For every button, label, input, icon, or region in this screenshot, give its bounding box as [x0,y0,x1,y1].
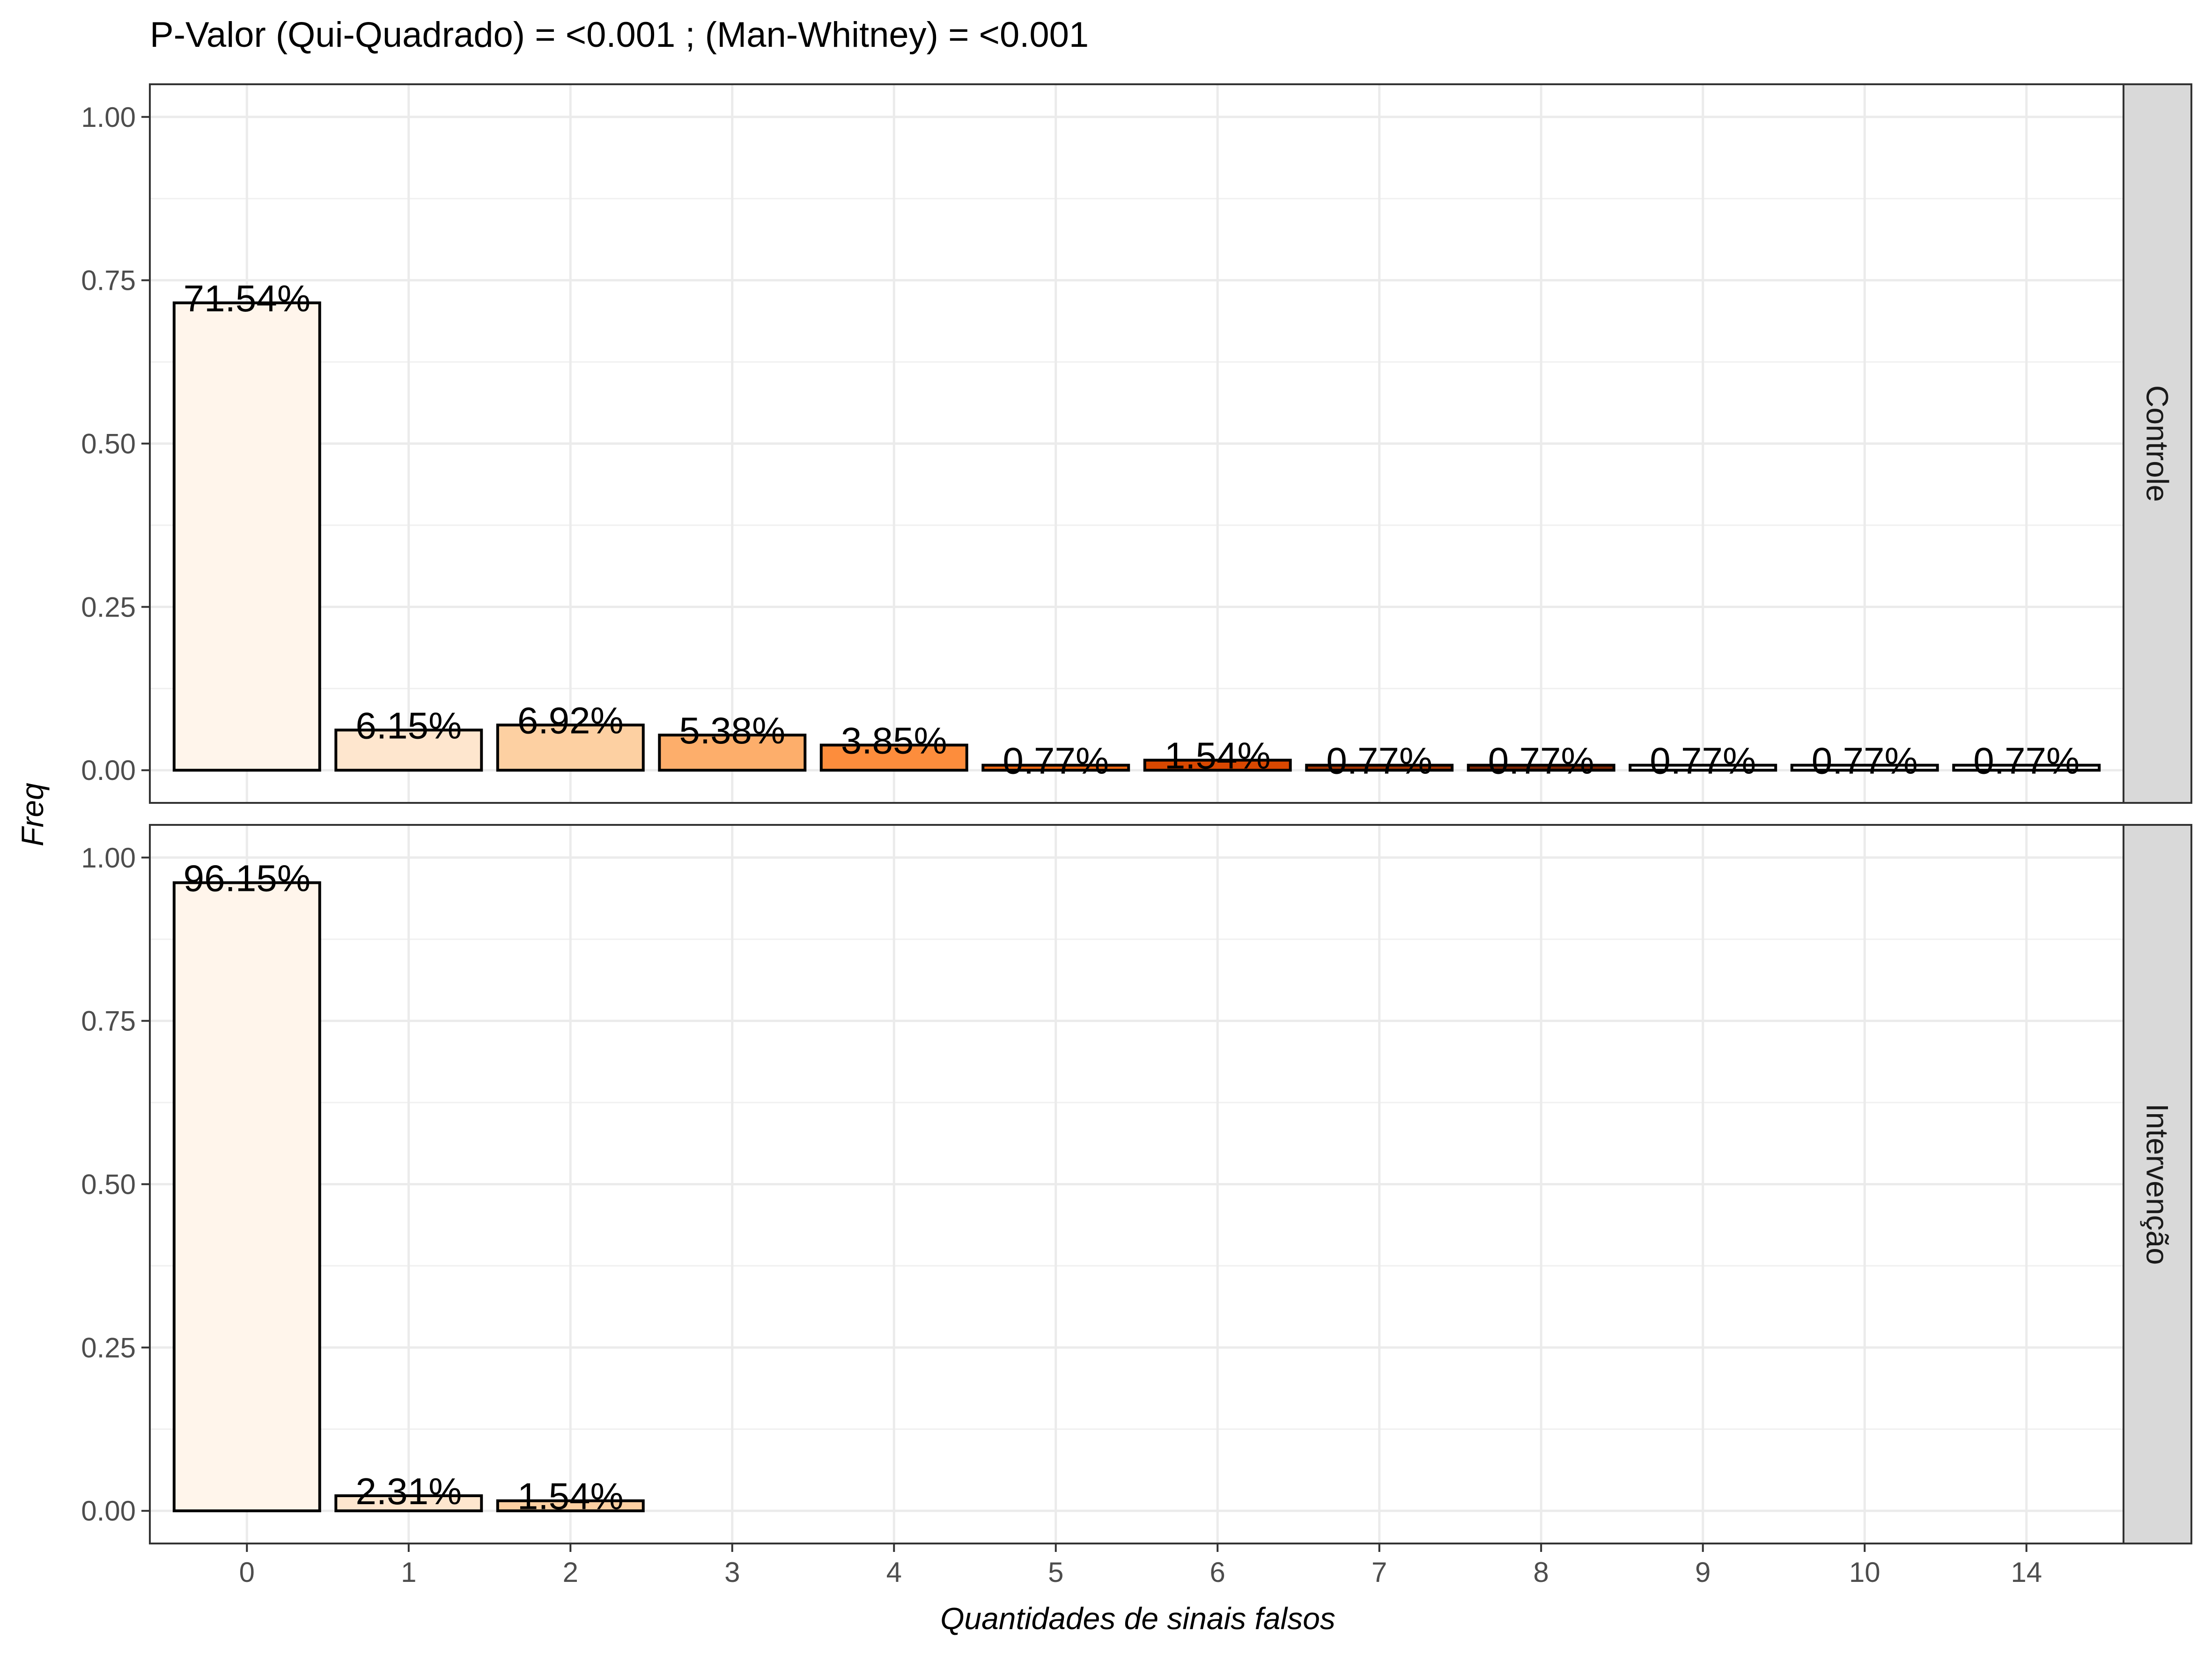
y-tick-label: 0.50 [81,428,136,460]
x-tick-label: 14 [2011,1557,2042,1588]
x-tick-label: 3 [724,1557,740,1588]
y-tick-label: 1.00 [81,102,136,133]
y-tick-label: 0.25 [81,591,136,623]
bar-controle-3 [658,734,807,772]
y-tick-label: 1.00 [81,842,136,874]
data-label: 6.92% [517,700,624,742]
y-axis-title: Freq [15,783,50,846]
bar-controle-7 [1305,764,1454,772]
facet-strip-label: Controle [2140,385,2175,502]
data-label: 1.54% [517,1476,624,1517]
data-label: 0.77% [1973,740,2079,781]
data-label: 5.38% [679,710,785,751]
data-label: 71.54% [184,278,310,319]
x-tick-label: 1 [401,1557,416,1588]
chart-title: P-Valor (Qui-Quadrado) = <0.001 ; (Man-W… [150,15,1089,55]
x-axis: 0 1 2 3 4 5 6 7 8 9 10 14 [239,1543,2042,1588]
y-tick-label: 0.75 [81,265,136,296]
data-label: 0.77% [1326,740,1432,781]
y-tick-label: 0.00 [81,1495,136,1527]
y-tick-label: 0.50 [81,1169,136,1200]
data-label: 0.77% [1488,740,1594,781]
bar-intervenção-2 [496,1499,645,1513]
data-label: 0.77% [1003,740,1109,781]
bar-intervenção-0 [172,881,321,1513]
bar-controle-0 [172,301,321,772]
data-label: 2.31% [355,1470,462,1512]
data-label: 3.85% [841,720,947,762]
x-axis-title: Quantidades de sinais falsos [940,1601,1335,1636]
data-label: 6.15% [355,705,462,746]
bar-controle-10 [1790,764,1939,772]
x-tick-label: 6 [1210,1557,1225,1588]
facet-panels: 71.54%6.15% 6.92% 5.38% 3.85% 0.77% 1.54% 0.77… [81,83,2192,1588]
data-label: 0.77% [1812,740,1918,781]
x-tick-label: 7 [1371,1557,1387,1588]
bar-intervenção-1 [334,1494,483,1513]
facet-strip [2123,83,2192,804]
bar-controle-9 [1629,764,1777,772]
y-tick-label: 0.00 [81,755,136,786]
bar-controle-4 [819,743,968,772]
x-tick-label: 2 [563,1557,578,1588]
facet-panel: 71.54% 6.15% 6.92% 5.38% 3.85% 0.77% 1.54% 0.77… [81,83,2192,804]
y-tick-label: 0.25 [81,1332,136,1363]
facet-strip [2123,824,2192,1544]
x-tick-label: 5 [1048,1557,1063,1588]
facet-panel: 96.15% 2.31% 1.54% 0.00 0.25 0.50 0.75 1.00 Inte… [81,824,2192,1544]
data-label: 1.54% [1165,735,1271,777]
bar-controle-5 [981,764,1130,772]
x-tick-label: 10 [1849,1557,1880,1588]
y-tick-label: 0.75 [81,1006,136,1037]
x-tick-label: 8 [1534,1557,1549,1588]
bar-controle-6 [1143,758,1292,772]
bar-controle-1 [334,728,483,772]
bar-controle-2 [496,723,645,772]
data-label: 96.15% [184,857,310,899]
x-tick-label: 4 [886,1557,902,1588]
bar-controle-14 [1952,764,2101,772]
x-tick-label: 0 [239,1557,255,1588]
facet-strip-label: Intervenção [2140,1103,2175,1265]
data-label: 0.77% [1650,740,1756,781]
x-tick-label: 9 [1695,1557,1711,1588]
bar-controle-8 [1467,764,1615,772]
